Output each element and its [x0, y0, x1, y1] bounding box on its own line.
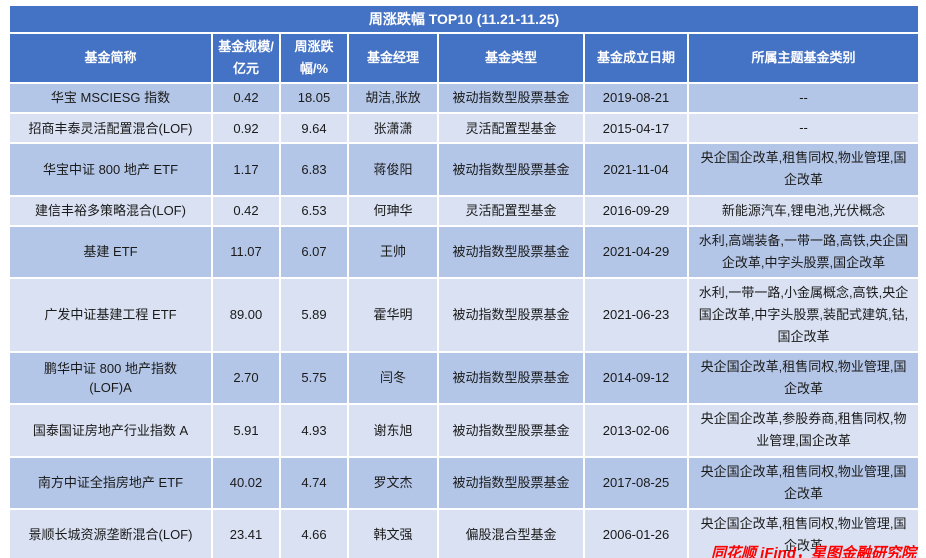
cell-fund-scale: 11.07	[211, 224, 281, 279]
cell-fund-type: 灵活配置型基金	[437, 194, 585, 227]
cell-fund-name: 基建 ETF	[8, 224, 213, 279]
cell-fund-type: 被动指数型股票基金	[437, 224, 585, 279]
cell-fund-type: 被动指数型股票基金	[437, 142, 585, 197]
cell-inception-date: 2021-06-23	[583, 276, 689, 354]
table-row: 广发中证基建工程 ETF 89.00 5.89 霍华明 被动指数型股票基金 2021-06…	[8, 276, 921, 354]
cell-theme-category: 央企国企改革,租售同权,物业管理,国企改革	[686, 351, 921, 406]
cell-fund-manager: 何珅华	[347, 194, 439, 227]
table-row: 招商丰泰灵活配置混合(LOF) 0.92 9.64 张潇潇 灵活配置型基金 2015-04…	[8, 112, 921, 145]
table-title: 周涨跌幅 TOP10 (11.21-11.25)	[7, 4, 921, 34]
cell-fund-scale: 0.42	[211, 194, 281, 227]
cell-weekly-change: 6.53	[279, 194, 349, 227]
cell-fund-manager: 蒋俊阳	[347, 142, 439, 197]
cell-inception-date: 2006-01-26	[583, 507, 689, 558]
cell-weekly-change: 4.74	[279, 455, 349, 510]
cell-theme-category: 水利,高端装备,一带一路,高铁,央企国企改革,中字头股票,国企改革	[686, 224, 921, 279]
cell-weekly-change: 4.66	[279, 507, 349, 558]
column-header-fund-scale: 基金规模/亿元	[211, 31, 281, 85]
table-row: 鹏华中证 800 地产指数 (LOF)A 2.70 5.75 闫冬 被动指数型股票基金 2…	[8, 351, 921, 406]
cell-fund-manager: 王帅	[347, 224, 439, 279]
cell-theme-category: 央企国企改革,租售同权,物业管理,国企改革	[686, 142, 921, 197]
cell-fund-type: 灵活配置型基金	[437, 112, 585, 145]
cell-fund-name: 建信丰裕多策略混合(LOF)	[8, 194, 213, 227]
cell-weekly-change: 4.93	[279, 403, 349, 458]
cell-theme-category: 新能源汽车,锂电池,光伏概念	[686, 194, 921, 227]
table-row: 华宝 MSCIESG 指数 0.42 18.05 胡洁,张放 被动指数型股票基金 2019…	[8, 82, 921, 115]
table-row: 国泰国证房地产行业指数 A 5.91 4.93 谢东旭 被动指数型股票基金 2013-02…	[8, 403, 921, 458]
column-header-fund-name: 基金简称	[8, 31, 213, 85]
cell-weekly-change: 18.05	[279, 82, 349, 115]
cell-fund-scale: 5.91	[211, 403, 281, 458]
cell-fund-name: 广发中证基建工程 ETF	[8, 276, 213, 354]
cell-weekly-change: 5.89	[279, 276, 349, 354]
cell-fund-scale: 0.92	[211, 112, 281, 145]
table-row: 南方中证全指房地产 ETF 40.02 4.74 罗文杰 被动指数型股票基金 2017-0…	[8, 455, 921, 510]
cell-inception-date: 2014-09-12	[583, 351, 689, 406]
cell-fund-scale: 1.17	[211, 142, 281, 197]
cell-theme-category: 央企国企改革,租售同权,物业管理,国企改革	[686, 507, 921, 558]
cell-fund-name: 国泰国证房地产行业指数 A	[8, 403, 213, 458]
cell-fund-scale: 40.02	[211, 455, 281, 510]
cell-fund-type: 被动指数型股票基金	[437, 82, 585, 115]
cell-fund-type: 被动指数型股票基金	[437, 403, 585, 458]
cell-fund-manager: 韩文强	[347, 507, 439, 558]
source-credit: 同花顺 iFind，星图金融研究院	[711, 545, 916, 558]
cell-fund-scale: 0.42	[211, 82, 281, 115]
column-header-fund-manager: 基金经理	[347, 31, 439, 85]
fund-table-body: 华宝 MSCIESG 指数 0.42 18.05 胡洁,张放 被动指数型股票基金 2019…	[8, 82, 921, 558]
cell-inception-date: 2016-09-29	[583, 194, 689, 227]
cell-fund-manager: 谢东旭	[347, 403, 439, 458]
table-title-row: 周涨跌幅 TOP10 (11.21-11.25)	[7, 4, 921, 34]
cell-fund-manager: 罗文杰	[347, 455, 439, 510]
cell-fund-manager: 张潇潇	[347, 112, 439, 145]
table-row: 景顺长城资源垄断混合(LOF) 23.41 4.66 韩文强 偏股混合型基金 2006-0…	[8, 507, 921, 558]
table-row: 建信丰裕多策略混合(LOF) 0.42 6.53 何珅华 灵活配置型基金 2016-09-…	[8, 194, 921, 227]
cell-inception-date: 2015-04-17	[583, 112, 689, 145]
cell-fund-scale: 2.70	[211, 351, 281, 406]
cell-fund-type: 被动指数型股票基金	[437, 351, 585, 406]
cell-theme-category: --	[686, 82, 921, 115]
cell-inception-date: 2021-04-29	[583, 224, 689, 279]
fund-table: 周涨跌幅 TOP10 (11.21-11.25) 基金简称 基金规模/亿元 周涨跌幅…	[7, 4, 921, 558]
column-header-fund-type: 基金类型	[437, 31, 585, 85]
cell-fund-scale: 89.00	[211, 276, 281, 354]
table-row: 基建 ETF 11.07 6.07 王帅 被动指数型股票基金 2021-04-29 水利,高…	[8, 224, 921, 279]
cell-inception-date: 2019-08-21	[583, 82, 689, 115]
cell-fund-name: 华宝 MSCIESG 指数	[8, 82, 213, 115]
column-header-weekly-change: 周涨跌幅/%	[279, 31, 349, 85]
cell-weekly-change: 6.83	[279, 142, 349, 197]
cell-inception-date: 2021-11-04	[583, 142, 689, 197]
cell-fund-name: 招商丰泰灵活配置混合(LOF)	[8, 112, 213, 145]
cell-fund-manager: 闫冬	[347, 351, 439, 406]
cell-inception-date: 2017-08-25	[583, 455, 689, 510]
cell-fund-name: 南方中证全指房地产 ETF	[8, 455, 213, 510]
cell-fund-type: 被动指数型股票基金	[437, 276, 585, 354]
cell-theme-category: 央企国企改革,参股券商,租售同权,物业管理,国企改革	[686, 403, 921, 458]
cell-fund-scale: 23.41	[211, 507, 281, 558]
cell-theme-category: 央企国企改革,租售同权,物业管理,国企改革	[686, 455, 921, 510]
cell-inception-date: 2013-02-06	[583, 403, 689, 458]
cell-fund-type: 被动指数型股票基金	[437, 455, 585, 510]
cell-theme-category: --	[686, 112, 921, 145]
column-header-inception-date: 基金成立日期	[583, 31, 689, 85]
cell-fund-name: 景顺长城资源垄断混合(LOF)	[8, 507, 213, 558]
table-header-row: 基金简称 基金规模/亿元 周涨跌幅/% 基金经理 基金类型 基金成立日期 所属主题基金类别	[8, 31, 921, 85]
cell-weekly-change: 9.64	[279, 112, 349, 145]
cell-weekly-change: 5.75	[279, 351, 349, 406]
report-canvas: 周涨跌幅 TOP10 (11.21-11.25) 基金简称 基金规模/亿元 周涨跌幅…	[0, 4, 926, 558]
cell-fund-manager: 胡洁,张放	[347, 82, 439, 115]
cell-fund-manager: 霍华明	[347, 276, 439, 354]
cell-weekly-change: 6.07	[279, 224, 349, 279]
cell-fund-name: 华宝中证 800 地产 ETF	[8, 142, 213, 197]
cell-fund-type: 偏股混合型基金	[437, 507, 585, 558]
cell-fund-name: 鹏华中证 800 地产指数 (LOF)A	[8, 351, 213, 406]
cell-theme-category: 水利,一带一路,小金属概念,高铁,央企国企改革,中字头股票,装配式建筑,钴,国企…	[686, 276, 921, 354]
table-row: 华宝中证 800 地产 ETF 1.17 6.83 蒋俊阳 被动指数型股票基金 2021-…	[8, 142, 921, 197]
column-header-theme-category: 所属主题基金类别	[686, 31, 921, 85]
